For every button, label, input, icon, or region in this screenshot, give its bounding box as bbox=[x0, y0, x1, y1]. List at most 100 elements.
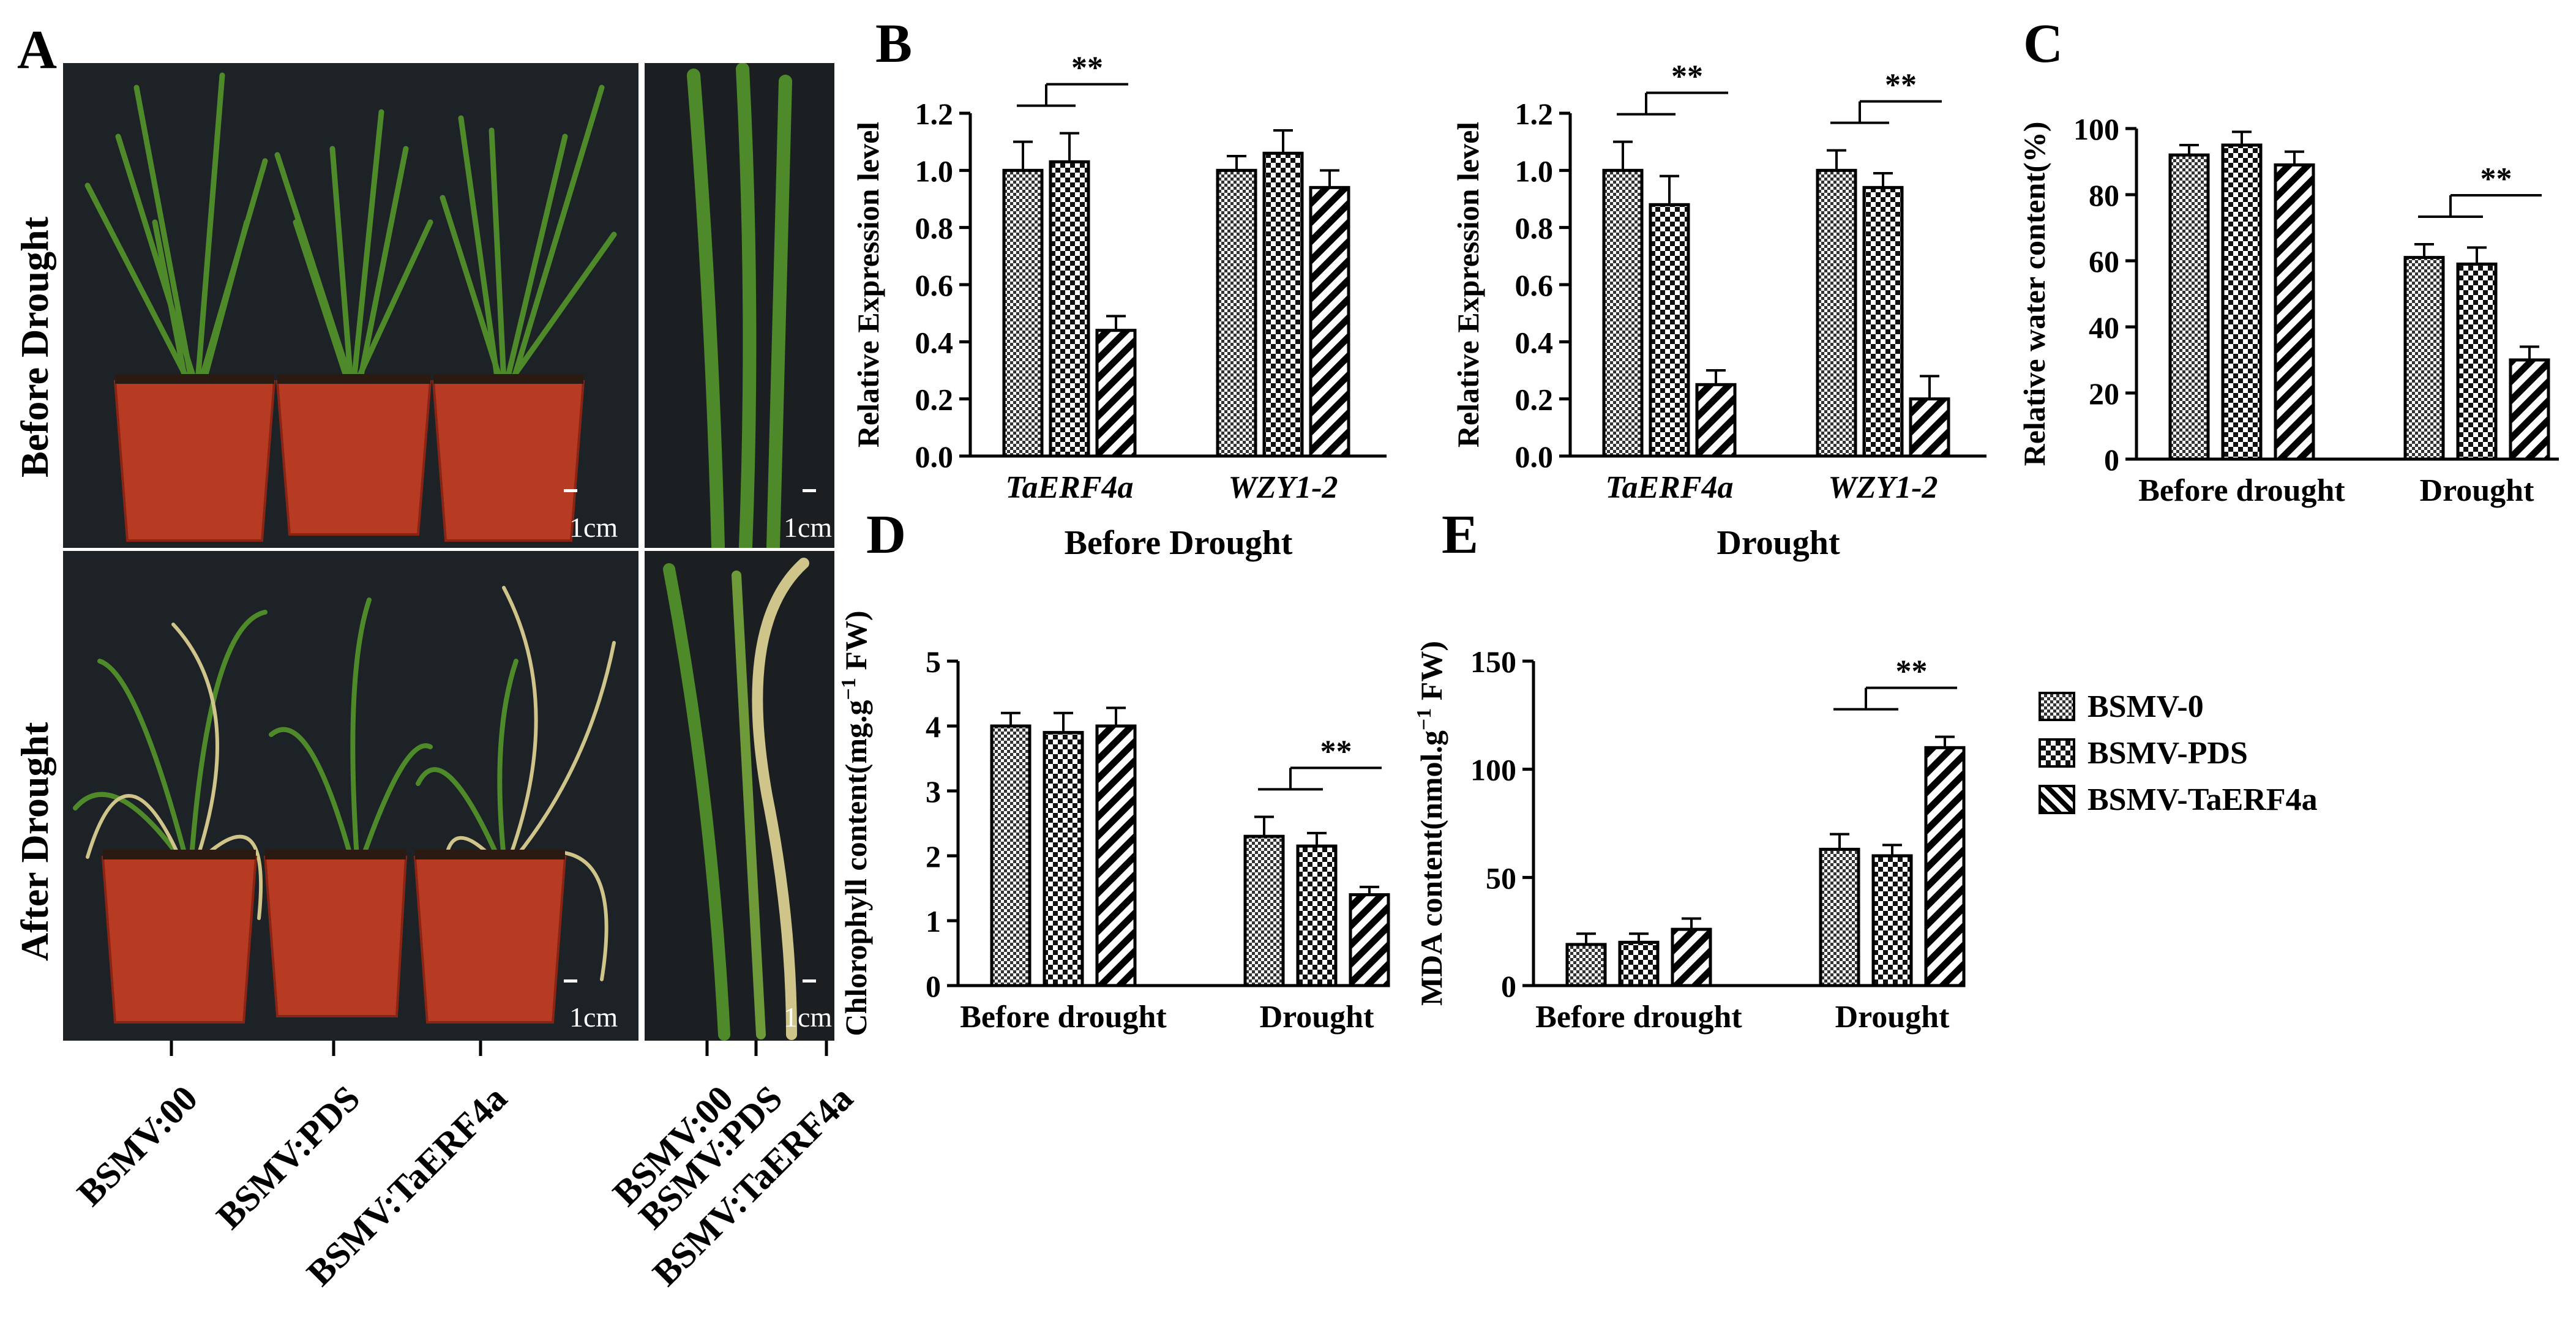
y-tick-label: 0.8 bbox=[915, 211, 954, 245]
legend-label: BSMV-0 bbox=[2087, 689, 2204, 724]
y-tick-label: 1.2 bbox=[1515, 97, 1554, 131]
bar bbox=[1871, 854, 1913, 987]
y-axis-label: Chlorophyll content(mg.g−1 FW) bbox=[837, 610, 873, 1036]
bar bbox=[1095, 724, 1137, 987]
chart-svg: 0 1 2 3 4 5 Chlorophyll content(mg.g−1 FW) Befo… bbox=[837, 610, 1390, 1036]
chart-svg: 0 50 100 150 MDA content(nmol.g−1 FW) Before … bbox=[1413, 641, 1966, 1035]
y-axis-label: Relative Expression level bbox=[851, 122, 885, 447]
y-tick-label: 1.0 bbox=[1515, 154, 1554, 188]
bar bbox=[1216, 168, 1257, 458]
y-tick-label: 0.4 bbox=[1515, 325, 1554, 359]
x-tick-label: Drought bbox=[1260, 1000, 1375, 1035]
chart-svg: 0 20 40 60 80 100 Relative water content(%) Bef… bbox=[2017, 112, 2559, 508]
y-tick-label: 100 bbox=[1470, 753, 1516, 787]
bar bbox=[1649, 203, 1690, 458]
bar bbox=[1049, 160, 1090, 458]
x-tick-label: Drought bbox=[1835, 1000, 1950, 1035]
significance-label: ** bbox=[1071, 51, 1103, 86]
y-tick-label: 0 bbox=[2104, 443, 2119, 477]
scale-bar-label: 1cm bbox=[569, 1001, 618, 1033]
y-tick-label: 0.0 bbox=[915, 440, 954, 474]
legend-label: BSMV-TaERF4a bbox=[2087, 782, 2318, 817]
bar bbox=[2509, 358, 2550, 461]
bar bbox=[1695, 383, 1737, 458]
bar bbox=[1924, 746, 1966, 987]
y-axis-label: Relative water content(%) bbox=[2017, 122, 2051, 466]
panel-letter-c: C bbox=[2023, 13, 2063, 74]
y-axis-label: Relative Expression level bbox=[1451, 122, 1485, 447]
y-tick-label: 60 bbox=[2089, 244, 2119, 279]
y-tick-label: 0.4 bbox=[915, 325, 954, 359]
significance-label: ** bbox=[1885, 68, 1917, 103]
legend-swatch bbox=[2039, 738, 2075, 768]
significance-label: ** bbox=[1896, 654, 1928, 689]
x-axis-label: Before Drought bbox=[1065, 524, 1293, 562]
bar bbox=[1909, 397, 1950, 458]
legend-item-bsmv-taerf4a: BSMV-TaERF4a bbox=[2039, 779, 2318, 820]
bar bbox=[1819, 847, 1860, 987]
x-tick-label: WZY1-2 bbox=[1228, 470, 1338, 505]
bar bbox=[2456, 262, 2498, 461]
y-tick-label: 4 bbox=[926, 709, 941, 744]
chart-b-drought: 0.0 0.2 0.4 0.6 0.8 1.0 1.2 Relative Expression… bbox=[1445, 55, 2008, 582]
bar bbox=[1002, 168, 1044, 458]
bar bbox=[990, 724, 1032, 987]
x-tick-label: Before drought bbox=[1535, 1000, 1742, 1035]
significance-label: ** bbox=[2481, 162, 2512, 197]
x-tick-label: TaERF4a bbox=[1605, 470, 1733, 505]
bar bbox=[1671, 927, 1712, 987]
x-tick-label: TaERF4a bbox=[1005, 470, 1133, 505]
y-tick-label: 50 bbox=[1486, 861, 1516, 895]
legend-swatch bbox=[2039, 692, 2075, 721]
bar bbox=[1296, 844, 1338, 987]
y-tick-label: 1.0 bbox=[915, 154, 954, 188]
y-tick-label: 100 bbox=[2073, 112, 2119, 146]
x-tick-label: Before drought bbox=[2138, 473, 2345, 508]
chart-svg: 0.0 0.2 0.4 0.6 0.8 1.0 1.2 Relative Expression… bbox=[1451, 59, 1986, 562]
x-axis-label: Drought bbox=[1717, 524, 1840, 562]
bar bbox=[1565, 943, 1607, 987]
y-tick-label: 0.0 bbox=[1515, 440, 1554, 474]
scale-bar-label: 1cm bbox=[569, 512, 618, 543]
y-tick-label: 80 bbox=[2089, 178, 2119, 212]
bar bbox=[1816, 168, 1857, 458]
panel-letter-d: D bbox=[866, 504, 906, 565]
y-tick-label: 0.8 bbox=[1515, 211, 1554, 245]
y-axis-label: MDA content(nmol.g−1 FW) bbox=[1413, 641, 1448, 1006]
significance-label: ** bbox=[1320, 734, 1352, 769]
panel-letter-e: E bbox=[1442, 504, 1479, 565]
bar bbox=[1043, 731, 1084, 987]
legend-item-bsmv-0: BSMV-0 bbox=[2039, 686, 2318, 727]
legend: BSMV-0 BSMV-PDS BSMV-TaERF4a bbox=[2039, 686, 2318, 825]
y-tick-label: 0.2 bbox=[915, 383, 954, 417]
y-tick-label: 1 bbox=[926, 904, 941, 938]
bar bbox=[1618, 940, 1660, 987]
bar bbox=[2274, 163, 2315, 461]
y-tick-label: 150 bbox=[1470, 645, 1516, 679]
y-tick-label: 5 bbox=[926, 645, 941, 679]
photo-pots-after-drought bbox=[63, 551, 638, 1041]
bar bbox=[1095, 329, 1137, 458]
x-tick-label: Drought bbox=[2420, 473, 2535, 508]
x-tick-label: WZY1-2 bbox=[1828, 470, 1938, 505]
chart-b-before-drought: 0.0 0.2 0.4 0.6 0.8 1.0 1.2 Relative Expression… bbox=[845, 51, 1408, 582]
chart-d-chlorophyll: 0 1 2 3 4 5 Chlorophyll content(mg.g−1 FW) Befo… bbox=[837, 539, 1408, 1059]
y-tick-label: 0.6 bbox=[1515, 268, 1554, 302]
y-tick-label: 40 bbox=[2089, 310, 2119, 345]
bar bbox=[2221, 143, 2263, 461]
y-tick-label: 3 bbox=[926, 774, 941, 809]
bar bbox=[2168, 153, 2210, 461]
scale-bar-label: 1cm bbox=[784, 512, 833, 543]
y-tick-label: 1.2 bbox=[915, 97, 954, 131]
photo-pots-before-drought bbox=[63, 63, 638, 548]
panel-letter-a: A bbox=[17, 20, 57, 80]
chart-svg: 0.0 0.2 0.4 0.6 0.8 1.0 1.2 Relative Expression… bbox=[851, 51, 1387, 562]
bar bbox=[1309, 185, 1350, 458]
legend-item-bsmv-pds: BSMV-PDS bbox=[2039, 732, 2318, 774]
scale-bar-label: 1cm bbox=[784, 1001, 833, 1033]
y-tick-label: 20 bbox=[2089, 376, 2119, 411]
bar bbox=[1602, 168, 1644, 458]
bar bbox=[1262, 151, 1304, 458]
x-tick-label: Before drought bbox=[960, 1000, 1167, 1035]
photo-leaves-after-drought bbox=[645, 551, 834, 1041]
